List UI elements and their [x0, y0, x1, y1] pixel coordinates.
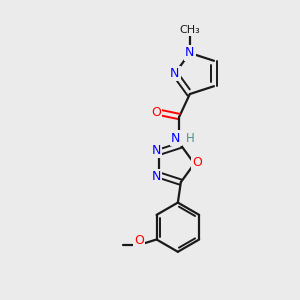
Text: N: N: [152, 144, 161, 157]
Text: N: N: [170, 67, 180, 80]
Text: N: N: [171, 132, 180, 145]
Text: CH₃: CH₃: [179, 25, 200, 34]
Text: H: H: [186, 132, 195, 145]
Text: O: O: [192, 156, 202, 169]
Text: N: N: [185, 46, 194, 59]
Text: O: O: [134, 234, 144, 247]
Text: N: N: [152, 170, 161, 183]
Text: O: O: [151, 106, 161, 118]
